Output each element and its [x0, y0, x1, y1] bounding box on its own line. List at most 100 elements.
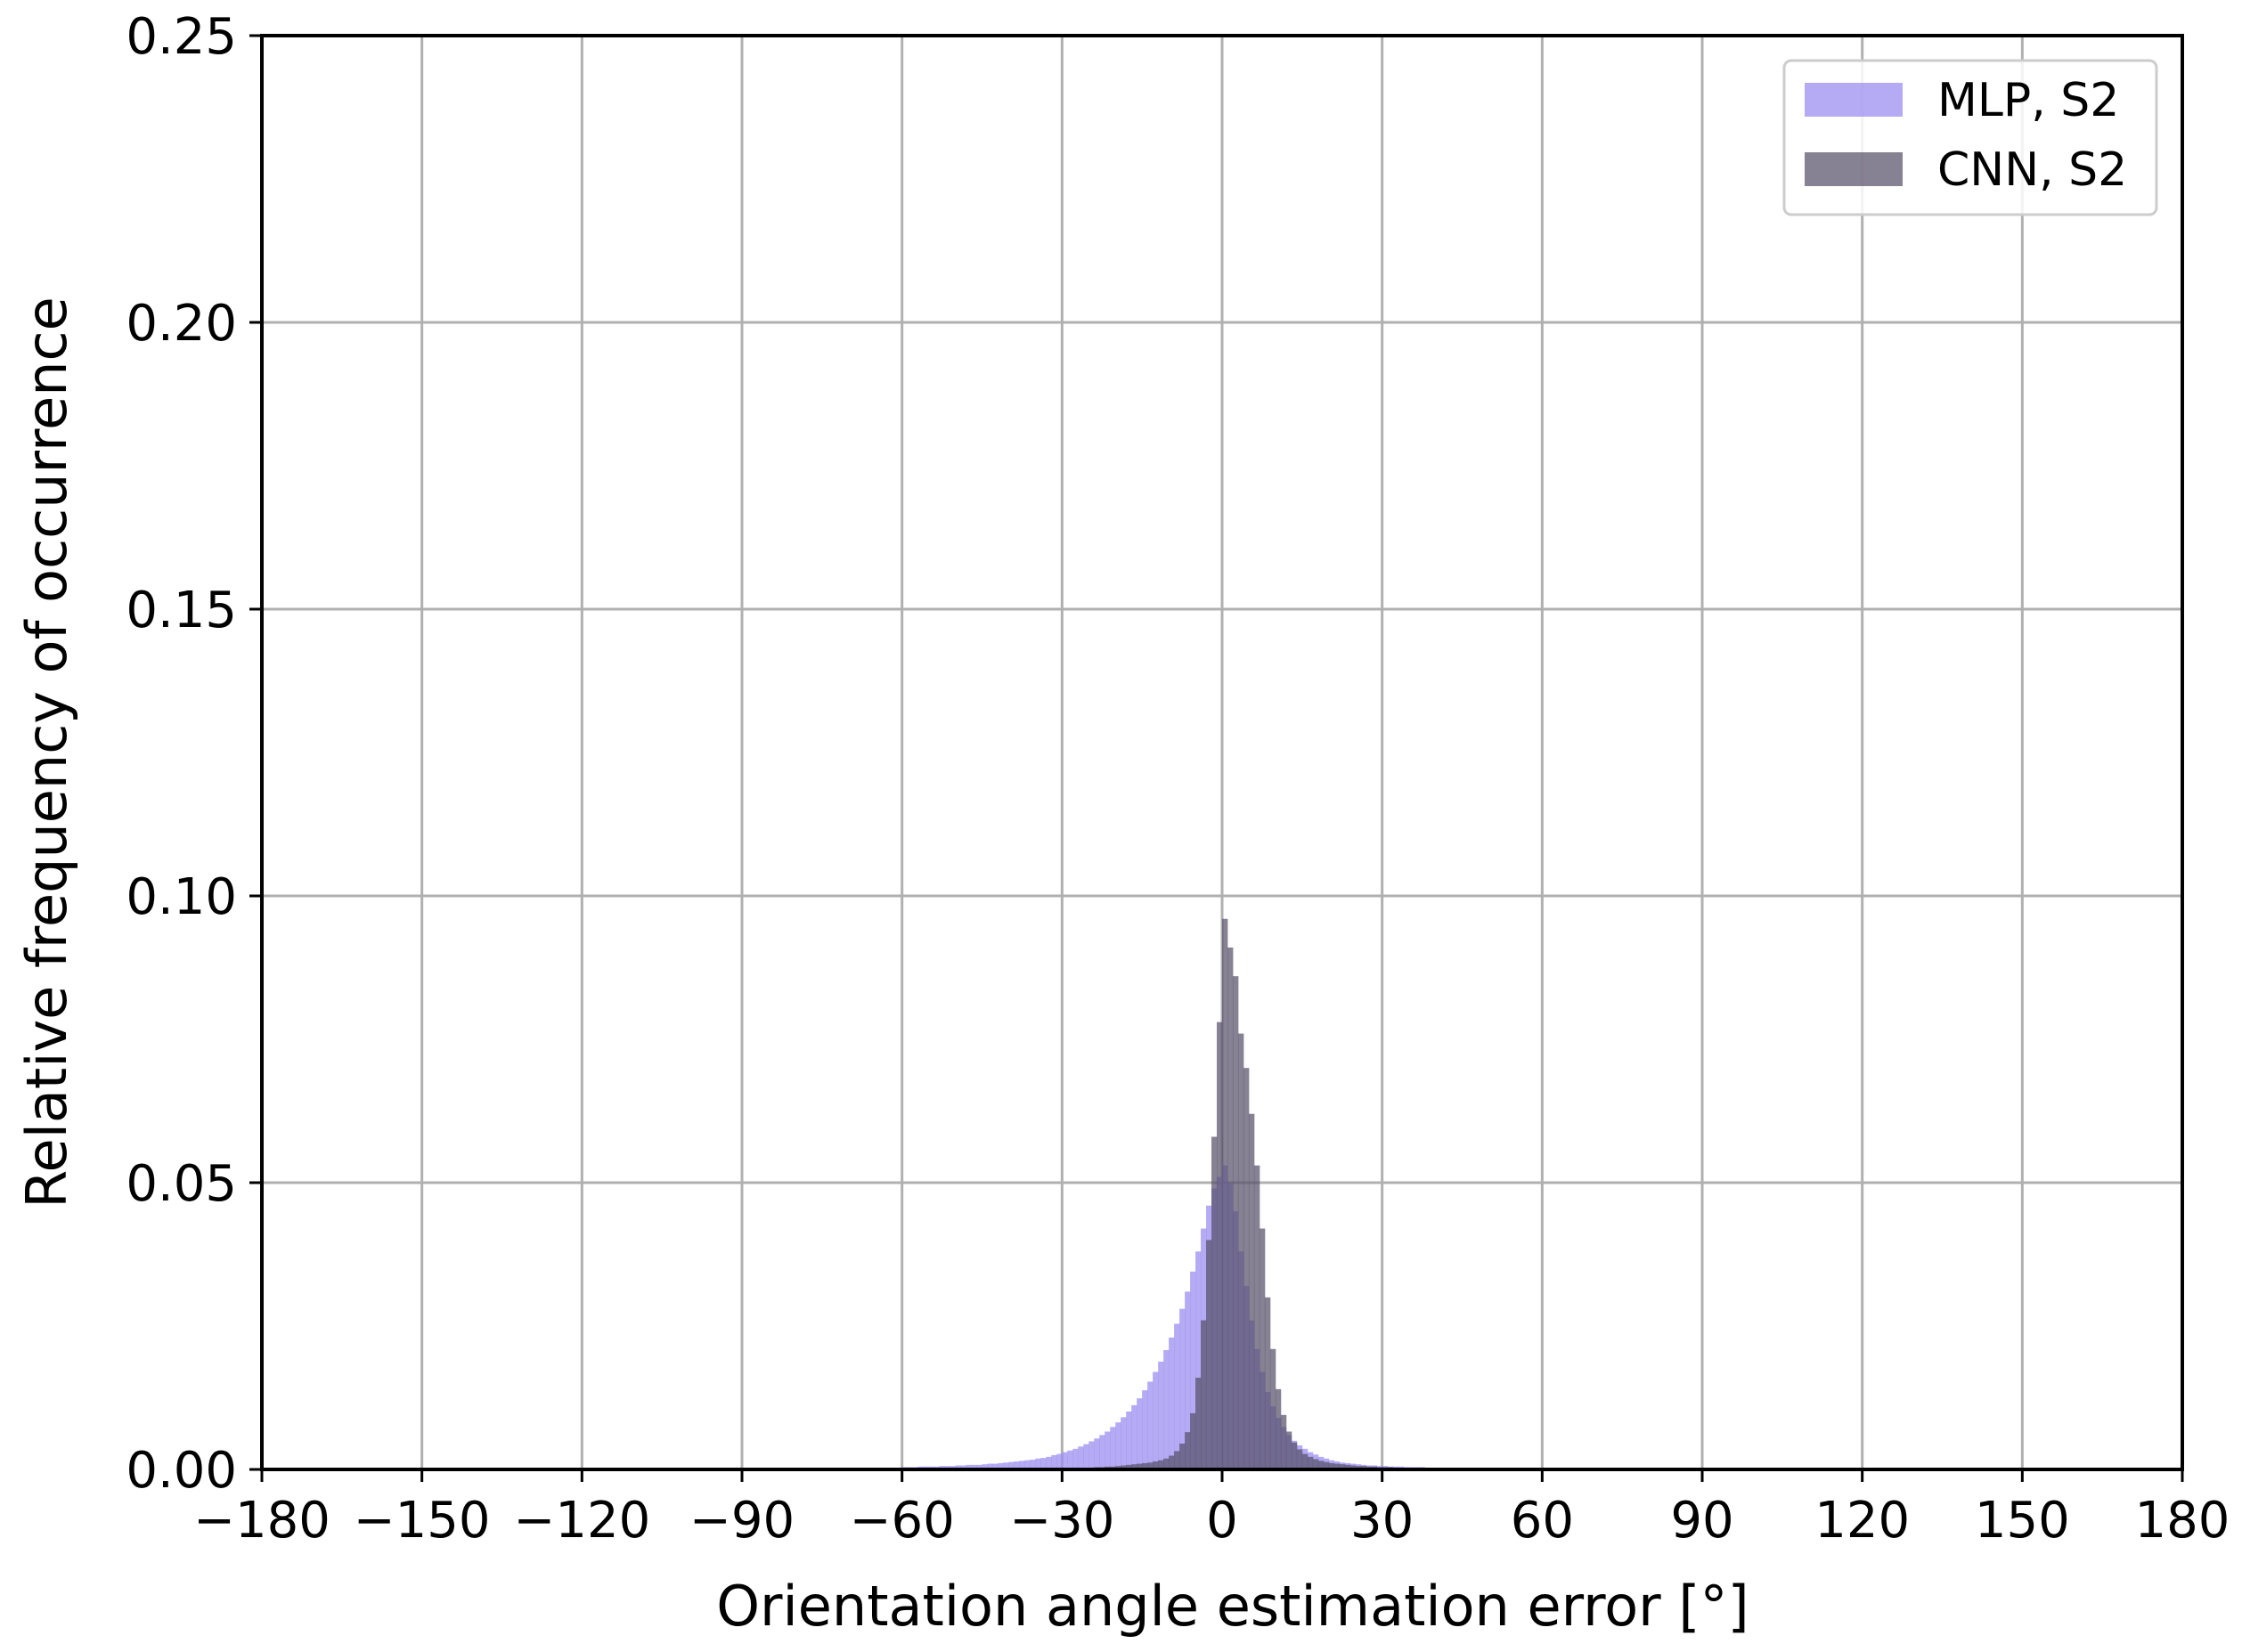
- histogram-bar: [1169, 1337, 1175, 1469]
- histogram-bar: [1169, 1455, 1175, 1469]
- y-tick-label: 0.15: [126, 582, 237, 639]
- histogram-bar: [1195, 1251, 1202, 1469]
- x-tick-label: −30: [1009, 1492, 1114, 1550]
- histogram-bar: [1147, 1462, 1154, 1469]
- x-tick-label: 150: [1975, 1492, 2070, 1550]
- histogram-bar: [1248, 1113, 1255, 1469]
- histogram-bar: [982, 1464, 988, 1469]
- x-tick-label: −150: [354, 1492, 491, 1550]
- histogram-bar: [1137, 1398, 1143, 1469]
- histogram-bar: [1131, 1464, 1137, 1469]
- histogram-bar: [1296, 1449, 1303, 1469]
- histogram-bar: [1179, 1444, 1186, 1469]
- histogram-bar: [1062, 1452, 1068, 1469]
- histogram-bar: [1185, 1291, 1191, 1469]
- histogram-bar: [1003, 1462, 1009, 1469]
- histogram-bar: [1051, 1454, 1057, 1469]
- histogram-bar: [1110, 1427, 1116, 1469]
- legend-label-mlp: MLP, S2: [1937, 74, 2119, 127]
- histogram-bar: [1158, 1460, 1164, 1469]
- histogram-bar: [1024, 1460, 1031, 1469]
- histogram-bar: [1217, 1021, 1223, 1469]
- histogram-bar: [1019, 1461, 1025, 1469]
- histogram-bar: [976, 1464, 982, 1469]
- histogram-bar: [1227, 947, 1234, 1469]
- histogram-bar: [1301, 1453, 1309, 1469]
- y-tick-label: 0.10: [126, 868, 237, 926]
- histogram-bar: [1078, 1446, 1084, 1469]
- histogram-bar: [1094, 1438, 1100, 1469]
- histogram-bar: [1056, 1453, 1063, 1469]
- histogram-bar: [1137, 1463, 1143, 1469]
- histogram-bar: [1243, 1068, 1250, 1469]
- histogram-bar: [1105, 1431, 1111, 1469]
- x-tick-label: 60: [1511, 1492, 1574, 1550]
- histogram-bar: [1232, 976, 1239, 1469]
- y-tick-label: 0.00: [126, 1442, 237, 1500]
- y-tick-label: 0.20: [126, 295, 237, 353]
- histogram-bar: [1126, 1464, 1132, 1469]
- legend: MLP, S2 CNN, S2: [1782, 59, 2158, 216]
- histogram-bar: [955, 1465, 961, 1469]
- histogram-bar: [960, 1465, 966, 1469]
- histogram-bar: [1328, 1462, 1335, 1469]
- histogram-bar: [1323, 1461, 1330, 1469]
- histogram-bar: [1046, 1456, 1052, 1469]
- histogram-bar: [1121, 1417, 1127, 1469]
- histogram-bar: [1158, 1361, 1164, 1469]
- histogram-bar: [1344, 1464, 1351, 1469]
- histogram-bar: [1163, 1458, 1170, 1469]
- series-cnn-bars: [1008, 918, 1441, 1469]
- histogram-bar: [1008, 1461, 1015, 1469]
- histogram-bars: [901, 918, 1521, 1469]
- histogram-bar: [1269, 1348, 1276, 1469]
- histogram-bar: [1222, 918, 1228, 1469]
- histogram-bar: [1317, 1461, 1325, 1469]
- histogram-bar: [1147, 1381, 1154, 1469]
- histogram-bar: [1174, 1451, 1180, 1469]
- histogram-bar: [971, 1464, 977, 1469]
- histogram-bar: [1035, 1458, 1041, 1469]
- legend-swatch-mlp: [1805, 83, 1903, 117]
- histogram-bar: [1307, 1456, 1314, 1469]
- histogram-bar: [1153, 1461, 1159, 1469]
- histogram-bar: [987, 1463, 993, 1469]
- x-tick-label: −120: [513, 1492, 650, 1550]
- histogram-bar: [1285, 1431, 1292, 1469]
- y-axis-title: Relative frequency of occurrence: [14, 297, 79, 1208]
- y-tick-label: 0.05: [126, 1155, 237, 1213]
- histogram-bar: [998, 1462, 1004, 1469]
- axis-ticks: −180 −150 −120 −90 −60 −30 0 30 60 90 120 150 180 0.0…: [126, 8, 2230, 1550]
- histogram-bar: [1174, 1323, 1180, 1469]
- histogram-bar: [1211, 1136, 1218, 1469]
- histogram-bar: [1121, 1465, 1127, 1469]
- histogram-bar: [966, 1464, 972, 1469]
- histogram-bar: [992, 1463, 999, 1469]
- histogram-bar: [1339, 1464, 1346, 1469]
- histogram-bar: [1275, 1388, 1282, 1469]
- x-tick-label: 90: [1670, 1492, 1733, 1550]
- histogram-bar: [1030, 1460, 1036, 1469]
- histogram-bar: [1142, 1390, 1148, 1469]
- histogram-bar: [1291, 1442, 1298, 1469]
- x-tick-label: 180: [2135, 1492, 2230, 1550]
- histogram-bar: [1201, 1320, 1207, 1469]
- histogram-bar: [1067, 1450, 1073, 1469]
- histogram-bar: [1163, 1350, 1170, 1469]
- histogram-bar: [1206, 1240, 1212, 1469]
- histogram-bar: [1190, 1271, 1196, 1469]
- legend-swatch-cnn: [1805, 152, 1903, 186]
- histogram-bar: [1099, 1435, 1105, 1469]
- x-tick-label: 120: [1814, 1492, 1910, 1550]
- histogram-bar: [1259, 1228, 1266, 1469]
- histogram-bar: [1237, 1033, 1244, 1469]
- histogram-bar: [1040, 1458, 1047, 1469]
- histogram-bar: [1264, 1297, 1271, 1469]
- x-tick-label: −180: [193, 1492, 330, 1550]
- x-axis-title: Orientation angle estimation error [°]: [716, 1574, 1749, 1639]
- histogram-bar: [1014, 1461, 1020, 1469]
- histogram-bar: [1153, 1371, 1159, 1469]
- histogram-bar: [1088, 1441, 1095, 1469]
- histogram-bar: [1195, 1377, 1202, 1469]
